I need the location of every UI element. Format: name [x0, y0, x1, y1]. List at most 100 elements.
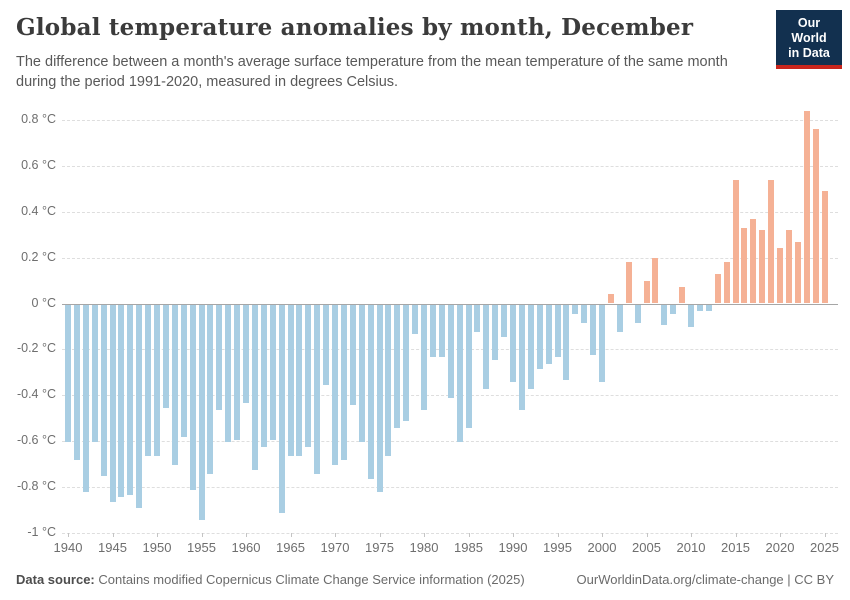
bar-1969[interactable] — [323, 304, 330, 385]
bar-1973[interactable] — [358, 304, 365, 443]
bar-2013[interactable] — [714, 273, 721, 303]
bar-1980[interactable] — [421, 304, 427, 410]
bar-2003[interactable] — [625, 262, 632, 303]
bar-2007[interactable] — [661, 304, 668, 326]
bar-1953[interactable] — [180, 304, 187, 438]
owid-logo[interactable]: Our World in Data — [776, 10, 842, 70]
bar-2020[interactable] — [777, 248, 783, 303]
x-axis-label-1940: 1940 — [53, 540, 83, 555]
bar-1982[interactable] — [438, 304, 445, 358]
bar-1961[interactable] — [251, 304, 258, 470]
bar-1957[interactable] — [216, 304, 223, 410]
page-title: Global temperature anomalies by month, D… — [16, 14, 694, 41]
bar-1984[interactable] — [456, 304, 463, 443]
bar-1958[interactable] — [225, 304, 232, 443]
bar-1950[interactable] — [154, 304, 160, 456]
bar-1995[interactable] — [554, 304, 561, 358]
bar-1960[interactable] — [243, 304, 249, 404]
bar-1987[interactable] — [483, 304, 490, 390]
bar-2021[interactable] — [785, 230, 792, 303]
bar-1996[interactable] — [563, 304, 570, 381]
bar-1965[interactable] — [287, 304, 294, 456]
bar-1974[interactable] — [367, 304, 374, 479]
bar-1951[interactable] — [162, 304, 169, 408]
bar-1954[interactable] — [189, 304, 196, 491]
x-axis-tick — [557, 533, 559, 537]
bar-1985[interactable] — [465, 304, 472, 429]
bar-1977[interactable] — [394, 304, 401, 429]
bar-1992[interactable] — [527, 304, 534, 390]
bar-2002[interactable] — [616, 304, 623, 332]
bar-1966[interactable] — [296, 304, 303, 456]
bar-1944[interactable] — [100, 304, 107, 477]
bar-2011[interactable] — [696, 304, 703, 312]
bar-2001[interactable] — [607, 294, 614, 303]
bar-1994[interactable] — [545, 304, 552, 365]
bar-1956[interactable] — [207, 304, 214, 475]
bar-2015[interactable] — [732, 179, 739, 303]
bar-1981[interactable] — [429, 304, 436, 358]
bar-1952[interactable] — [171, 304, 178, 465]
bar-2017[interactable] — [750, 218, 757, 303]
bar-1993[interactable] — [536, 304, 543, 369]
bar-1971[interactable] — [340, 304, 347, 461]
x-axis-tick — [112, 533, 114, 537]
bar-1999[interactable] — [590, 304, 597, 355]
bar-2006[interactable] — [652, 257, 659, 303]
bar-1968[interactable] — [314, 304, 321, 475]
bar-1986[interactable] — [474, 304, 481, 332]
x-axis-label-1955: 1955 — [187, 540, 216, 555]
bar-1947[interactable] — [127, 304, 134, 495]
bar-1967[interactable] — [305, 304, 312, 447]
bar-2019[interactable] — [768, 179, 775, 303]
bar-1962[interactable] — [260, 304, 267, 447]
bar-1983[interactable] — [447, 304, 454, 399]
chart-subtitle: The difference between a month's average… — [16, 54, 728, 90]
bar-1978[interactable] — [403, 304, 410, 422]
bar-1945[interactable] — [109, 304, 116, 502]
bar-1991[interactable] — [518, 304, 525, 410]
bar-1990[interactable] — [510, 304, 516, 383]
bar-2018[interactable] — [759, 230, 766, 303]
bar-1943[interactable] — [91, 304, 98, 443]
bar-2014[interactable] — [723, 262, 730, 303]
x-axis-tick — [424, 533, 425, 537]
bar-1955[interactable] — [198, 304, 205, 520]
bar-1941[interactable] — [73, 304, 80, 461]
bar-1970[interactable] — [332, 304, 338, 465]
x-axis-label-2010: 2010 — [676, 540, 706, 555]
bar-2005[interactable] — [643, 280, 650, 303]
bar-1979[interactable] — [412, 304, 419, 335]
bar-1946[interactable] — [118, 304, 125, 498]
bar-1940[interactable] — [65, 304, 71, 443]
bar-1997[interactable] — [572, 304, 579, 314]
bar-2022[interactable] — [794, 241, 801, 303]
bar-2008[interactable] — [670, 304, 677, 314]
bar-2009[interactable] — [679, 287, 686, 303]
bar-1976[interactable] — [385, 304, 392, 456]
bar-2010[interactable] — [688, 304, 694, 328]
bar-2004[interactable] — [634, 304, 641, 323]
bar-1949[interactable] — [145, 304, 152, 456]
bar-1972[interactable] — [349, 304, 356, 406]
bar-2016[interactable] — [741, 227, 748, 303]
bar-1989[interactable] — [501, 304, 508, 337]
bar-1964[interactable] — [278, 304, 285, 514]
x-axis-tick — [201, 533, 203, 537]
bar-2023[interactable] — [803, 110, 810, 303]
bar-1988[interactable] — [492, 304, 499, 360]
bar-1948[interactable] — [136, 304, 143, 509]
bar-2000[interactable] — [599, 304, 605, 383]
bar-2024[interactable] — [812, 129, 819, 303]
gridline--0.6°C — [62, 441, 838, 443]
bar-2012[interactable] — [705, 304, 712, 312]
bar-1998[interactable] — [581, 304, 588, 323]
x-axis-label-2000: 2000 — [587, 540, 617, 555]
owid-cc-link[interactable]: OurWorldinData.org/climate-change | CC B… — [576, 572, 834, 587]
x-axis-label-1990: 1990 — [498, 540, 528, 555]
bar-1942[interactable] — [82, 304, 89, 493]
bar-1963[interactable] — [269, 304, 276, 440]
bar-1959[interactable] — [234, 304, 241, 440]
bar-1975[interactable] — [376, 304, 383, 493]
bar-2025[interactable] — [821, 191, 828, 303]
